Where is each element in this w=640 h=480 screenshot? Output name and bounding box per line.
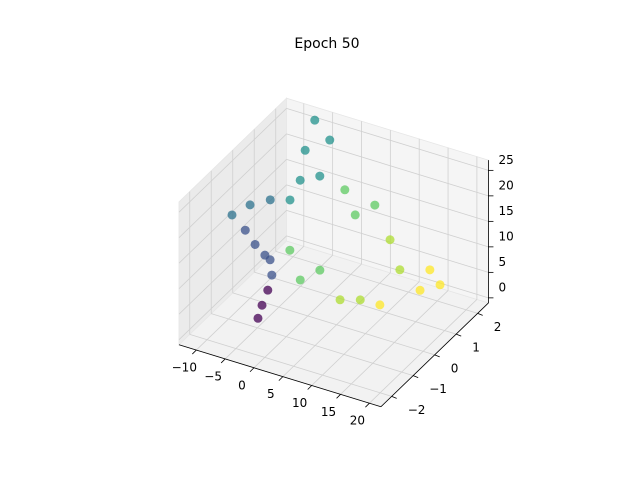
x-tick-label: 10: [292, 396, 307, 410]
z-tick-label: 0: [498, 280, 506, 294]
z-tick-label: 10: [498, 229, 513, 243]
tick-mark: [249, 367, 255, 373]
x-tick-label: 0: [238, 378, 246, 392]
x-tick-label: 20: [350, 414, 365, 428]
x-tick-label: −10: [172, 361, 197, 375]
tick-mark: [307, 385, 312, 390]
point: [267, 270, 277, 280]
point: [340, 185, 350, 195]
grid-line: [189, 334, 392, 397]
x-axis-line: [178, 344, 382, 408]
grid-line: [178, 108, 287, 213]
grid-line: [211, 313, 414, 376]
point: [370, 200, 380, 210]
tick-mark: [336, 394, 341, 399]
point: [260, 250, 270, 260]
grid-line: [286, 108, 489, 171]
grid-line: [286, 133, 489, 197]
point: [285, 195, 295, 205]
point: [385, 235, 395, 245]
grid-line: [232, 292, 435, 356]
tick-mark: [391, 395, 397, 399]
grid-line: [178, 210, 287, 315]
point: [425, 265, 435, 275]
x-tick-label: −5: [204, 369, 222, 383]
point: [295, 175, 305, 185]
z-tick-label: 25: [498, 153, 513, 167]
tick-mark: [413, 375, 419, 378]
point: [263, 285, 273, 295]
point: [245, 200, 255, 210]
x-tick-label: 15: [321, 405, 336, 419]
tick-mark: [278, 376, 284, 381]
point: [250, 239, 260, 249]
grid-line: [178, 133, 287, 238]
point: [375, 300, 385, 310]
point: [335, 295, 345, 305]
point: [395, 265, 405, 275]
point: [257, 300, 267, 310]
point: [325, 135, 335, 145]
grid-line: [286, 235, 489, 299]
point: [310, 115, 320, 125]
tick-mark: [477, 312, 483, 316]
point: [415, 285, 425, 295]
z-tick-label: 15: [498, 204, 513, 218]
tick-mark: [365, 402, 370, 408]
point: [285, 245, 295, 255]
tick-mark: [192, 349, 197, 355]
y-tick-label: −1: [429, 382, 447, 396]
grid-line: [286, 159, 489, 222]
y-tick-label: 2: [494, 320, 502, 334]
point: [300, 145, 310, 155]
point: [350, 210, 360, 220]
point: [315, 171, 325, 181]
tick-mark: [456, 333, 462, 337]
point: [435, 280, 445, 290]
grid-line: [254, 271, 457, 335]
point: [265, 195, 275, 205]
point: [355, 295, 365, 305]
y-tick-label: 0: [451, 361, 459, 375]
y-tick-label: −2: [408, 403, 426, 417]
grid-line: [286, 184, 489, 248]
point: [315, 265, 325, 275]
z-tick-label: 20: [498, 178, 513, 192]
grid-line: [275, 251, 478, 314]
point: [253, 313, 263, 323]
x-tick-label: 5: [267, 387, 275, 401]
tick-mark: [220, 358, 226, 364]
tick-mark: [434, 354, 440, 358]
chart-title: Epoch 50: [294, 36, 359, 52]
z-tick-label: 5: [498, 255, 506, 269]
point: [295, 275, 305, 285]
point: [227, 210, 237, 220]
point: [240, 225, 250, 235]
y-tick-label: 1: [472, 341, 480, 355]
